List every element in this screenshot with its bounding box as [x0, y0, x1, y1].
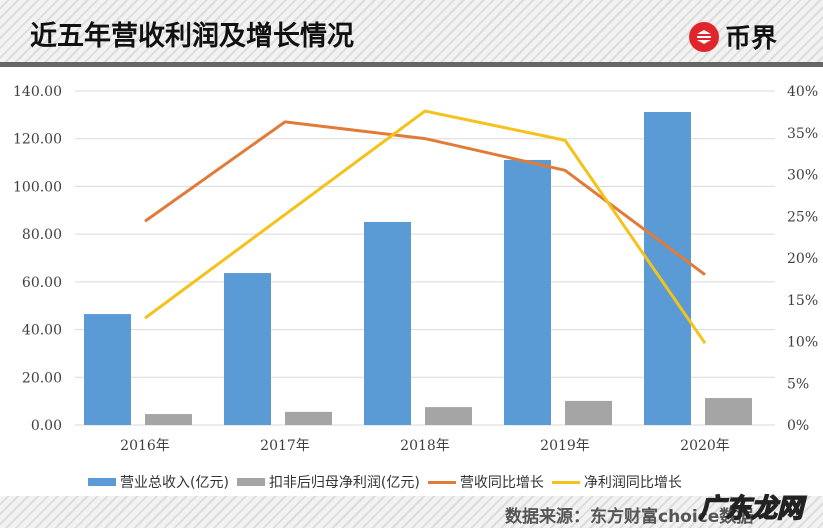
- y-axis-right-tick: 15%: [787, 293, 818, 309]
- watermark: 广东龙网: [698, 493, 804, 525]
- combo-chart: 0.00 20.00 40.00 60.00 80.00 100.00 120.00 140.…: [13, 84, 818, 454]
- y-axis-left-tick: 0.00: [31, 418, 62, 434]
- brand-logo: 币界: [689, 18, 777, 55]
- y-axis-left-tick: 140.00: [13, 84, 62, 100]
- legend-item-revenue-growth: 营收同比增长: [427, 472, 544, 492]
- y-axis-right-tick: 25%: [787, 209, 818, 225]
- x-axis-tick: 2019年: [540, 438, 590, 454]
- y-axis-right-tick: 5%: [787, 376, 809, 392]
- footer-banner: [0, 496, 823, 528]
- net-profit-bar: [285, 411, 332, 425]
- growth-line: [144, 120, 706, 276]
- x-axis-tick: 2016年: [120, 438, 170, 454]
- y-axis-right-tick: 30%: [787, 168, 818, 184]
- y-axis-left-tick: 20.00: [22, 370, 62, 386]
- y-axis-right-tick: 20%: [787, 251, 818, 267]
- y-axis-right-tick: 0%: [787, 418, 809, 434]
- x-axis-tick: 2018年: [400, 438, 450, 454]
- growth-line: [144, 109, 707, 345]
- legend-item-revenue: 营业总收入(亿元): [88, 472, 229, 492]
- legend-item-net-profit: 扣非后归母净利润(亿元): [236, 472, 420, 492]
- chart-title: 近五年营收利润及增长情况: [30, 21, 354, 52]
- y-axis-right-tick: 10%: [787, 335, 818, 351]
- legend-swatch-bar-icon: [236, 478, 265, 486]
- net-profit-bar: [705, 398, 752, 425]
- legend-label: 扣非后归母净利润(亿元): [268, 475, 420, 491]
- revenue-bar: [224, 273, 271, 425]
- data-source: 数据来源：东方财富choice数据: [505, 507, 754, 527]
- legend-label: 营收同比增长: [459, 475, 544, 491]
- revenue-bar: [504, 159, 551, 425]
- y-axis-left-tick: 80.00: [22, 227, 62, 243]
- revenue-bar: [84, 314, 131, 425]
- revenue-bar: [364, 221, 411, 425]
- legend-swatch-line-icon: [551, 480, 580, 484]
- legend-swatch-bar-icon: [88, 478, 116, 486]
- header-divider: [0, 62, 823, 67]
- chart-legend: 营业总收入(亿元) 扣非后归母净利润(亿元) 营收同比增长 净利润同比增长: [88, 472, 690, 492]
- y-axis-left-tick: 100.00: [13, 179, 62, 195]
- logo-text: 币界: [725, 24, 778, 54]
- y-axis-right-tick: 40%: [787, 84, 818, 100]
- header-banner: [0, 0, 823, 62]
- revenue-bar: [644, 111, 691, 425]
- y-axis-left-tick: 120.00: [13, 132, 62, 148]
- x-axis-tick: 2020年: [680, 438, 730, 454]
- chart-area: 0.00 20.00 40.00 60.00 80.00 100.00 120.00 140.…: [0, 67, 823, 497]
- logo-circle-icon: [689, 21, 719, 52]
- x-axis-tick: 2017年: [260, 438, 310, 454]
- legend-swatch-line-icon: [427, 480, 456, 484]
- net-profit-bar: [425, 407, 472, 425]
- legend-label: 营业总收入(亿元): [120, 475, 229, 491]
- net-profit-bar: [565, 400, 612, 425]
- y-axis-left-tick: 60.00: [22, 275, 62, 291]
- y-axis-left-tick: 40.00: [22, 323, 62, 339]
- legend-label: 净利润同比增长: [583, 475, 682, 491]
- y-axis-right-tick: 35%: [787, 126, 818, 142]
- net-profit-bar: [145, 414, 192, 425]
- legend-item-profit-growth: 净利润同比增长: [551, 472, 682, 492]
